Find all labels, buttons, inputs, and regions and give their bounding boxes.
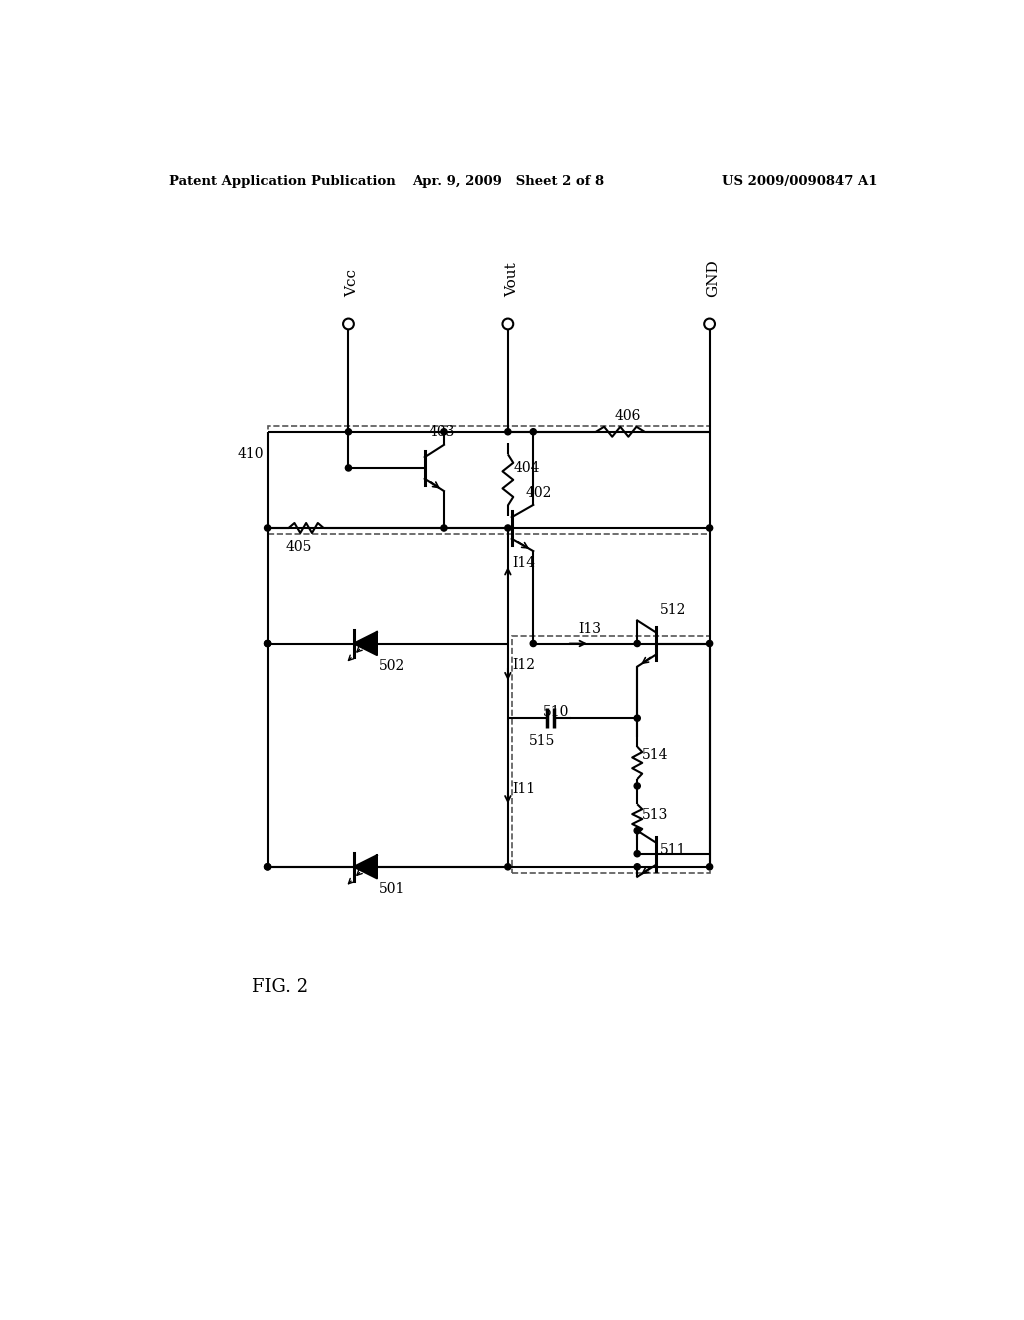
Text: 502: 502 xyxy=(379,659,406,673)
Text: Apr. 9, 2009   Sheet 2 of 8: Apr. 9, 2009 Sheet 2 of 8 xyxy=(412,176,604,189)
Text: 402: 402 xyxy=(525,486,552,500)
Circle shape xyxy=(530,640,537,647)
Text: 406: 406 xyxy=(614,408,641,422)
Circle shape xyxy=(264,863,270,870)
Text: Vout: Vout xyxy=(505,263,519,297)
Text: 513: 513 xyxy=(642,808,669,822)
Circle shape xyxy=(634,783,640,789)
Bar xyxy=(267,425,710,535)
Circle shape xyxy=(634,828,640,834)
Circle shape xyxy=(505,863,511,870)
Text: FIG. 2: FIG. 2 xyxy=(252,978,308,997)
Text: 404: 404 xyxy=(514,461,541,475)
Circle shape xyxy=(503,318,513,330)
Text: 514: 514 xyxy=(642,748,669,762)
Text: I12: I12 xyxy=(512,659,536,672)
Circle shape xyxy=(264,863,270,870)
Circle shape xyxy=(634,850,640,857)
Text: 410: 410 xyxy=(238,447,264,461)
Circle shape xyxy=(707,863,713,870)
Text: I13: I13 xyxy=(579,622,601,636)
Text: 510: 510 xyxy=(543,705,569,719)
Circle shape xyxy=(505,429,511,434)
Polygon shape xyxy=(354,855,377,878)
Circle shape xyxy=(505,525,511,531)
Text: 403: 403 xyxy=(429,425,455,438)
Circle shape xyxy=(634,715,640,721)
Circle shape xyxy=(264,640,270,647)
Circle shape xyxy=(441,525,447,531)
Circle shape xyxy=(707,525,713,531)
Circle shape xyxy=(264,525,270,531)
Text: I11: I11 xyxy=(512,781,536,796)
Text: 501: 501 xyxy=(379,882,406,896)
Text: 405: 405 xyxy=(286,540,311,554)
Circle shape xyxy=(634,640,640,647)
Text: 511: 511 xyxy=(660,843,687,857)
Bar xyxy=(512,636,710,873)
Circle shape xyxy=(530,429,537,434)
Text: I14: I14 xyxy=(512,556,536,570)
Circle shape xyxy=(705,318,715,330)
Circle shape xyxy=(264,640,270,647)
Text: 515: 515 xyxy=(529,734,556,747)
Circle shape xyxy=(707,640,713,647)
Text: US 2009/0090847 A1: US 2009/0090847 A1 xyxy=(722,176,878,189)
Text: Patent Application Publication: Patent Application Publication xyxy=(169,176,396,189)
Circle shape xyxy=(343,318,354,330)
Circle shape xyxy=(345,429,351,434)
Text: Vcc: Vcc xyxy=(345,269,359,297)
Circle shape xyxy=(345,465,351,471)
Circle shape xyxy=(634,863,640,870)
Circle shape xyxy=(441,429,447,434)
Polygon shape xyxy=(354,632,377,655)
Text: 512: 512 xyxy=(660,602,687,616)
Text: GND: GND xyxy=(707,259,721,297)
